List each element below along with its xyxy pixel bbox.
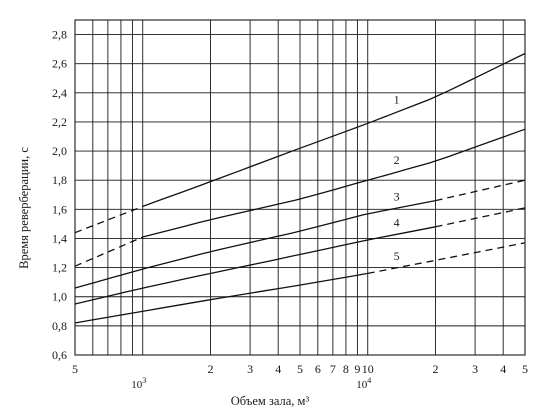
curve-label-5: 5 [394, 249, 400, 263]
x-tick-label: 3 [247, 362, 253, 376]
x-tick-label: 4 [275, 362, 281, 376]
y-axis-title: Время реверберации, с [17, 147, 31, 269]
series-line-4-solid [74, 226, 436, 305]
curve-label-4: 4 [394, 216, 400, 230]
x-decade-label: 104 [356, 376, 371, 391]
series-line-3-dashed [435, 179, 526, 202]
decade-base: 10 [356, 379, 368, 391]
y-tick-label: 2,8 [52, 28, 67, 42]
x-tick-label: 2 [207, 362, 213, 376]
series-line-1-dashed [74, 205, 143, 234]
decade-exponent: 3 [142, 376, 146, 385]
x-tick-label: 8 [343, 362, 349, 376]
y-tick-label: 1,4 [52, 231, 67, 245]
x-tick-label: 9 [354, 362, 360, 376]
curve-label-2: 2 [394, 153, 400, 167]
x-tick-label: 7 [330, 362, 336, 376]
y-tick-label: 0,6 [52, 348, 67, 362]
series-lines [74, 52, 526, 324]
y-tick-label: 2,6 [52, 57, 67, 71]
plot-frame [74, 19, 526, 356]
x-tick-label: 5 [522, 362, 528, 376]
y-tick-labels: 0,6 0,8 1,0 1,2 1,4 1,6 1,8 2,0 2,2 2,4 2,6 2,8 [52, 28, 67, 362]
grid [74, 19, 526, 356]
y-tick-label: 1,0 [52, 290, 67, 304]
series-line-5-dashed [367, 242, 526, 275]
x-decade-label: 103 [131, 376, 146, 391]
y-tick-label: 1,8 [52, 173, 67, 187]
x-axis-title: Объем зала, м³ [231, 394, 310, 408]
decade-exponent: 4 [367, 376, 371, 385]
series-line-2-solid [142, 128, 526, 238]
y-tick-label: 2,0 [52, 144, 67, 158]
y-tick-label: 0,8 [52, 319, 67, 333]
y-tick-label: 2,4 [52, 86, 67, 100]
series-line-5-solid [74, 272, 368, 324]
x-tick-label: 10 [362, 362, 374, 376]
curve-labels: 1 2 3 4 5 [394, 93, 400, 263]
x-tick-label: 2 [432, 362, 438, 376]
series-line-1-solid [142, 52, 526, 208]
y-tick-label: 1,6 [52, 202, 67, 216]
series-line-3-solid [74, 199, 436, 289]
x-tick-label: 5 [72, 362, 78, 376]
decade-base: 10 [131, 379, 143, 391]
x-tick-label: 3 [472, 362, 478, 376]
x-tick-label: 5 [297, 362, 303, 376]
x-tick-label: 4 [500, 362, 506, 376]
series-line-4-dashed [435, 207, 526, 228]
curve-label-1: 1 [394, 93, 400, 107]
x-tick-label: 6 [315, 362, 321, 376]
series-line-2-dashed [74, 236, 143, 267]
y-tick-label: 2,2 [52, 115, 67, 129]
curve-label-3: 3 [394, 189, 400, 203]
y-tick-label: 1,2 [52, 261, 67, 275]
